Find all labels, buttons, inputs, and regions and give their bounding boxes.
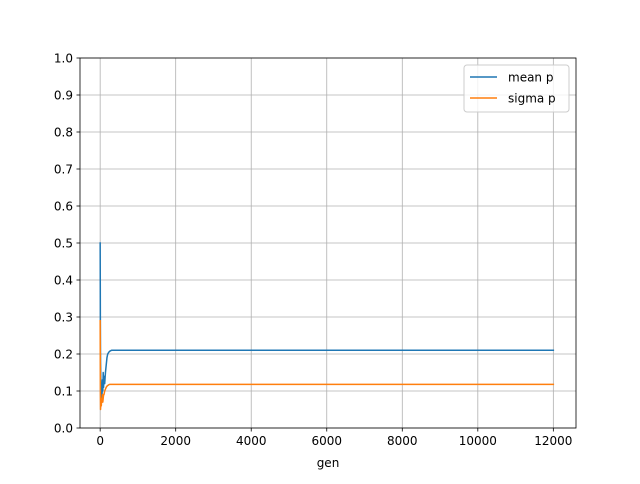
y-tick-label: 0.8: [54, 125, 73, 139]
x-axis-ticks: 0 2000 4000 6000 8000 10000 12000: [96, 428, 572, 448]
y-tick-label: 0.6: [54, 199, 73, 213]
y-tick-label: 0.5: [54, 236, 73, 250]
y-tick-label: 0.4: [54, 273, 73, 287]
y-tick-label: 0.9: [54, 88, 73, 102]
y-tick-label: 0.7: [54, 162, 73, 176]
y-tick-label: 1.0: [54, 51, 73, 65]
legend-label: mean p: [508, 70, 553, 84]
series-layer: [99, 242, 555, 411]
x-tick-label: 6000: [311, 434, 342, 448]
y-axis-ticks: 0.0 0.1 0.2 0.3 0.4 0.5 0.6 0.7 0.8 0.9 1.0: [54, 51, 80, 435]
series-line-1: [99, 242, 555, 400]
x-tick-label: 12000: [534, 434, 572, 448]
y-tick-label: 0.2: [54, 347, 73, 361]
series-line-2: [99, 319, 555, 411]
x-tick-label: 8000: [387, 434, 418, 448]
legend-label: sigma p: [508, 91, 556, 105]
x-tick-label: 10000: [459, 434, 497, 448]
y-tick-label: 0.1: [54, 384, 73, 398]
x-axis-label: gen: [317, 456, 340, 470]
legend: mean p sigma p: [463, 64, 570, 113]
y-tick-label: 0.0: [54, 421, 73, 435]
y-tick-label: 0.3: [54, 310, 73, 324]
x-tick-label: 2000: [160, 434, 191, 448]
x-tick-label: 0: [96, 434, 104, 448]
x-tick-label: 4000: [236, 434, 267, 448]
